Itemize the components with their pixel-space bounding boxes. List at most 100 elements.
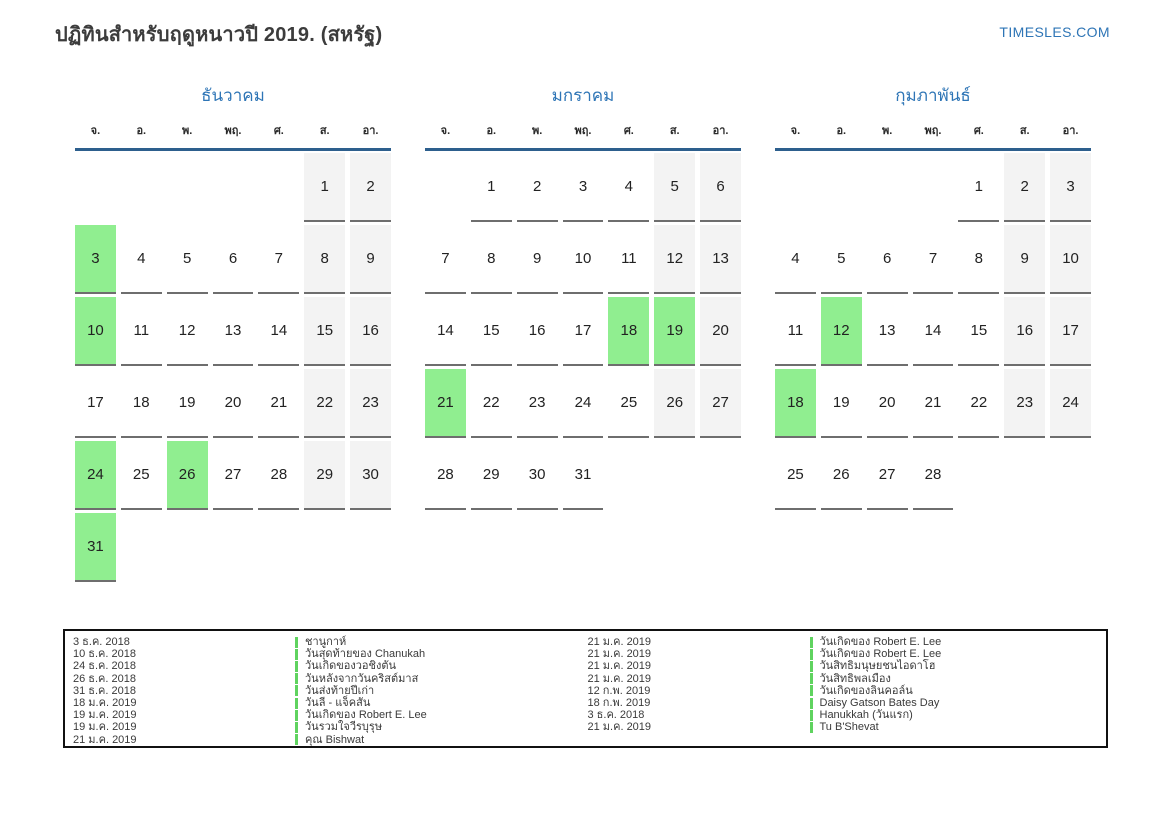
legend-name-text: วันเกิดของ Robert E. Lee bbox=[819, 648, 942, 661]
month-calendar-2: มกราคม จ. อ. พ. พฤ. ศ. ส. อา. 1 2 3 4 5 6 7 8 9 10 11 12 13 1… bbox=[425, 85, 741, 510]
holiday-marker bbox=[809, 648, 813, 660]
day-cell-empty bbox=[867, 153, 908, 222]
day-cell: 17 bbox=[1050, 297, 1091, 366]
legend-name: วันเกิดของ Robert E. Lee bbox=[809, 636, 941, 648]
day-cell: 28 bbox=[912, 441, 954, 510]
header-rule bbox=[775, 148, 1091, 151]
legend-name-text: วันเกิดของลินคอล์น bbox=[819, 684, 913, 697]
day-cell: 22 bbox=[304, 369, 346, 438]
day-cell: 9 bbox=[350, 225, 391, 294]
weekday-label: พฤ. bbox=[224, 125, 242, 137]
day-cell: 24 bbox=[75, 441, 116, 510]
holiday-marker bbox=[295, 721, 298, 733]
legend-name-text: วันสิทธิพลเมือง bbox=[819, 672, 891, 685]
legend-item: 26 ธ.ค. 2018 วันหลังจากวันคริสต์มาส bbox=[73, 673, 586, 685]
weekday-label: พฤ. bbox=[924, 125, 942, 137]
holiday-marker bbox=[295, 697, 298, 709]
weekday-label: พฤ. bbox=[574, 125, 592, 137]
day-cell: 7 bbox=[258, 225, 300, 294]
day-cell: 11 bbox=[120, 297, 162, 366]
legend-date: 19 ม.ค. 2019 bbox=[73, 709, 137, 722]
day-cell-empty bbox=[167, 153, 208, 222]
legend-item: 24 ธ.ค. 2018 วันเกิดของวอชิงตัน bbox=[73, 660, 586, 672]
day-cell: 20 bbox=[866, 369, 908, 438]
weekday-header: จ. อ. พ. พฤ. ศ. ส. อา. bbox=[75, 121, 391, 139]
legend-item: 21 ม.ค. 2019 วันสิทธิพลเมือง bbox=[588, 673, 1107, 685]
day-cell: 17 bbox=[75, 369, 116, 438]
legend-column-right: 21 ม.ค. 2019 วันเกิดของ Robert E. Lee 21 ม… bbox=[586, 636, 1107, 746]
legend-date: 3 ธ.ค. 2018 bbox=[587, 709, 645, 722]
legend-name-text: Tu B'Shevat bbox=[819, 721, 879, 734]
legend-item: 18 ก.พ. 2019 Daisy Gatson Bates Day bbox=[588, 697, 1107, 709]
day-cell: 7 bbox=[912, 225, 954, 294]
legend-date: 10 ธ.ค. 2018 bbox=[73, 648, 137, 661]
day-cell: 18 bbox=[608, 297, 650, 366]
weekday-header: จ. อ. พ. พฤ. ศ. ส. อา. bbox=[425, 121, 741, 139]
month-calendar-1: ธันวาคม จ. อ. พ. พฤ. ศ. ส. อา. 1 2 3 4 5 6 7 8 9 10 11 12 13… bbox=[75, 85, 391, 582]
day-cell: 27 bbox=[212, 441, 254, 510]
day-cell: 27 bbox=[866, 441, 908, 510]
legend-item: 12 ก.พ. 2019 วันเกิดของลินคอล์น bbox=[588, 685, 1107, 697]
day-cell: 4 bbox=[775, 225, 816, 294]
day-cell-empty bbox=[821, 153, 862, 222]
day-cell: 10 bbox=[562, 225, 604, 294]
holiday-marker bbox=[295, 734, 298, 746]
month-title: กุมภาพันธ์ bbox=[895, 86, 971, 105]
holiday-marker bbox=[295, 709, 298, 721]
day-cell: 7 bbox=[425, 225, 466, 294]
legend-date: 19 ม.ค. 2019 bbox=[73, 721, 137, 734]
weekday-label: ส. bbox=[669, 125, 680, 137]
legend-item: 21 ม.ค. 2019 วันเกิดของ Robert E. Lee bbox=[588, 648, 1107, 660]
legend-name: ชานูกาห์ bbox=[295, 636, 346, 648]
legend-item: 18 ม.ค. 2019 วันลี - แจ็คสัน bbox=[73, 697, 586, 709]
day-cell: 9 bbox=[516, 225, 558, 294]
day-cell: 4 bbox=[608, 153, 650, 222]
month-title: มกราคม bbox=[551, 86, 615, 105]
legend-date: 21 ม.ค. 2019 bbox=[587, 648, 652, 661]
month-title: ธันวาคม bbox=[201, 86, 265, 105]
weekday-label: ศ. bbox=[973, 125, 984, 137]
day-cell: 2 bbox=[350, 153, 391, 222]
day-cell: 2 bbox=[516, 153, 558, 222]
holiday-marker bbox=[809, 673, 813, 685]
day-cell: 12 bbox=[654, 225, 696, 294]
page-title: ปฏิทินสำหรับฤดูหนาวปี 2019. (สหรัฐ) bbox=[55, 24, 383, 46]
weekday-label: ศ. bbox=[273, 125, 284, 137]
day-cell: 25 bbox=[775, 441, 816, 510]
day-cell: 26 bbox=[166, 441, 208, 510]
legend-name: วันเกิดของลินคอล์น bbox=[809, 684, 913, 697]
day-cell: 29 bbox=[304, 441, 346, 510]
legend-date: 12 ก.พ. 2019 bbox=[587, 684, 651, 697]
day-cell: 16 bbox=[350, 297, 391, 366]
day-cell: 6 bbox=[866, 225, 908, 294]
legend-name-text: ชานูกาห์ bbox=[305, 636, 347, 649]
weekday-label: จ. bbox=[440, 125, 451, 137]
legend-name: คุณ Bishwat bbox=[295, 734, 364, 746]
day-cell: 3 bbox=[1050, 153, 1091, 222]
legend-date: 21 ม.ค. 2019 bbox=[587, 636, 652, 649]
day-cell: 15 bbox=[304, 297, 346, 366]
day-cell: 4 bbox=[120, 225, 162, 294]
weekday-label: พ. bbox=[181, 125, 193, 137]
day-cell: 28 bbox=[258, 441, 300, 510]
weekday-label: อา. bbox=[362, 125, 379, 137]
site-link[interactable]: TIMESLES.COM bbox=[999, 24, 1110, 40]
day-cell: 31 bbox=[562, 441, 604, 510]
legend-item: 21 ม.ค. 2019 วันสิทธิมนุษยชนไอดาโฮ bbox=[588, 660, 1107, 672]
legend-name-text: วันเกิดของวอชิงตัน bbox=[305, 660, 397, 673]
weekday-header: จ. อ. พ. พฤ. ศ. ส. อา. bbox=[775, 121, 1091, 139]
calendars-row: ธันวาคม จ. อ. พ. พฤ. ศ. ส. อา. 1 2 3 4 5 6 7 8 9 10 11 12 13… bbox=[75, 85, 1091, 582]
legend-item: 10 ธ.ค. 2018 วันสุดท้ายของ Chanukah bbox=[73, 648, 586, 660]
day-cell: 9 bbox=[1004, 225, 1046, 294]
legend-box: 3 ธ.ค. 2018 ชานูกาห์ 10 ธ.ค. 2018 วันสุดท้า… bbox=[63, 629, 1108, 748]
day-cell: 27 bbox=[700, 369, 741, 438]
day-grid: 1 2 3 4 5 6 7 8 9 10 11 12 13 14 15 16 17 18 19 20 21 22 23 24 2… bbox=[75, 153, 391, 582]
day-cell: 14 bbox=[912, 297, 954, 366]
legend-name-text: วันสุดท้ายของ Chanukah bbox=[305, 648, 426, 661]
day-cell: 15 bbox=[958, 297, 1000, 366]
day-cell: 12 bbox=[166, 297, 208, 366]
legend-item: 21 ม.ค. 2019 วันเกิดของ Robert E. Lee bbox=[588, 636, 1107, 648]
legend-name-text: วันเกิดของ Robert E. Lee bbox=[305, 709, 427, 722]
day-cell: 5 bbox=[820, 225, 862, 294]
legend-item: 31 ธ.ค. 2018 วันส่งท้ายปีเก่า bbox=[73, 685, 586, 697]
